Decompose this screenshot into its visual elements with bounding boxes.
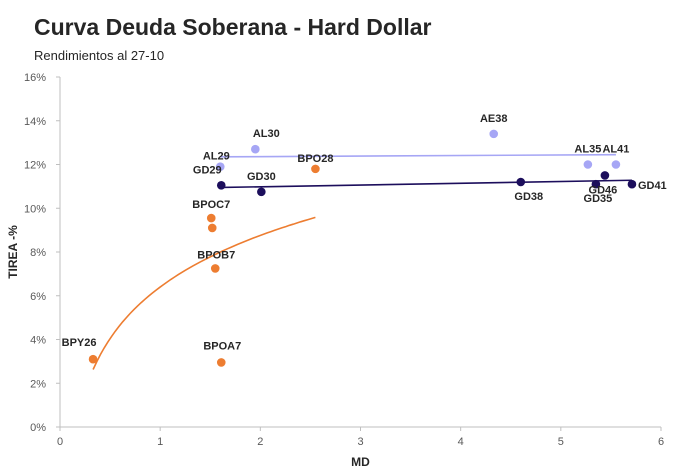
data-point-gd38 — [516, 177, 526, 187]
point-label-al30: AL30 — [253, 128, 280, 140]
x-tick-label: 1 — [157, 436, 163, 448]
point-label-al41: AL41 — [602, 144, 629, 156]
data-point-bpy26 — [88, 354, 98, 364]
data-points — [88, 129, 637, 367]
y-tick-label: 10% — [24, 203, 46, 215]
data-point — [207, 223, 217, 233]
y-tick-label: 14% — [24, 116, 46, 128]
point-label-gd35: GD35 — [584, 193, 613, 205]
data-point-gd35 — [591, 179, 601, 189]
point-label-gd46: GD46 — [589, 184, 618, 196]
data-point-gd46 — [600, 171, 610, 180]
x-tick-label: 4 — [458, 436, 464, 448]
data-point-al29 — [215, 162, 225, 171]
point-label-bpo28: BPO28 — [297, 153, 333, 165]
x-tick-label: 5 — [558, 436, 564, 448]
y-tick-label: 6% — [30, 291, 46, 303]
data-point-gd41 — [627, 179, 637, 189]
x-tick-label: 0 — [57, 436, 63, 448]
x-tick-label: 3 — [357, 436, 363, 448]
y-tick-label: 8% — [30, 247, 46, 259]
data-point-gd29 — [216, 180, 226, 190]
y-tick-label: 12% — [24, 160, 46, 172]
point-label-gd30: GD30 — [247, 171, 276, 183]
y-tick-label: 16% — [24, 72, 46, 84]
data-point-ae38 — [489, 129, 499, 139]
point-label-bpoa7: BPOA7 — [203, 340, 241, 352]
axes: 0 1 2 3 4 5 6 0% 2% 4% 6% 8% 10% 12% 14% 16% — [24, 72, 664, 448]
point-label-bpy26: BPY26 — [62, 337, 97, 349]
point-label-gd41: GD41 — [638, 180, 667, 192]
x-tick-label: 6 — [658, 436, 664, 448]
point-label-al35: AL35 — [574, 144, 601, 156]
y-tick-label: 4% — [30, 335, 46, 347]
point-label-bpob7: BPOB7 — [197, 249, 235, 261]
point-label-gd29: GD29 — [193, 164, 222, 176]
trend-lines — [92, 153, 632, 370]
data-point-bpo28 — [311, 164, 320, 174]
point-label-ae38: AE38 — [480, 113, 508, 125]
chart-subtitle: Rendimientos al 27-10 — [34, 48, 165, 63]
y-tick-label: 2% — [30, 378, 46, 390]
trend-line-3 — [92, 216, 316, 370]
trend-line-1 — [220, 153, 616, 158]
point-label-bpoc7: BPOC7 — [192, 199, 230, 211]
x-tick-label: 2 — [257, 436, 263, 448]
data-point-al41 — [611, 160, 621, 169]
point-label-gd38: GD38 — [514, 191, 543, 203]
x-axis-title: MD — [351, 455, 370, 469]
y-axis-title: TIREA -% — [6, 225, 20, 279]
data-point-al35 — [583, 160, 593, 169]
data-point-bpoc7 — [206, 213, 216, 223]
y-tick-label: 0% — [30, 422, 46, 434]
data-point-bpob7 — [210, 264, 220, 273]
data-point-al30 — [251, 144, 260, 154]
trend-line-2 — [221, 179, 632, 189]
data-point-bpoa7 — [216, 358, 226, 367]
chart-title: Curva Deuda Soberana - Hard Dollar — [34, 14, 432, 40]
point-labels: AL29 AL30 AE38 AL35 AL41 GD29 GD30 GD38 GD35GD46… — [62, 113, 667, 353]
point-label-al29: AL29 — [203, 151, 230, 163]
data-point-gd30 — [257, 187, 266, 197]
